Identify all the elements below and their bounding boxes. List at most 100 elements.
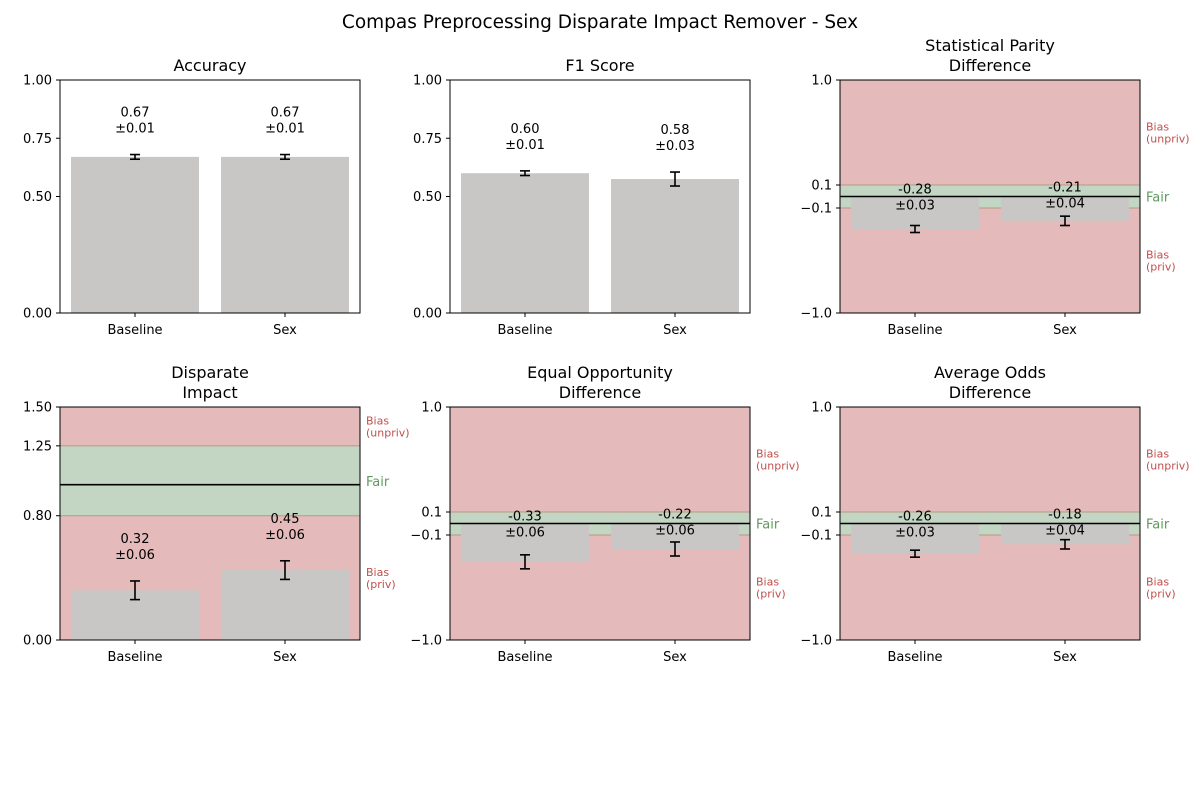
y-tick-label: 0.80	[23, 509, 52, 524]
error-bar	[130, 153, 140, 161]
error-bar	[280, 153, 290, 161]
error-bar	[910, 549, 920, 558]
y-tick-label: −1.0	[800, 307, 832, 322]
value-label: -0.33	[508, 510, 542, 525]
x-tick-label: Baseline	[107, 323, 162, 338]
bias-priv-label: (priv)	[1146, 261, 1176, 274]
bias-priv-label: Bias	[1146, 576, 1169, 589]
fair-region	[60, 445, 360, 516]
chart-average-odds: -0.26±0.03 -0.18±0.04 −1.0 −0.1 0.1 1.0 Baseli…	[800, 363, 1189, 665]
y-tick-label: 0.00	[23, 307, 52, 322]
bias-priv-label: (priv)	[756, 588, 786, 601]
bar-baseline	[851, 523, 979, 554]
error-label: ±0.06	[655, 524, 695, 539]
chart-equal-opportunity: -0.33±0.06-0.22±0.06−1.0−0.10.11.0Baseli…	[410, 363, 799, 665]
x-tick-label: Baseline	[107, 650, 162, 665]
bar-sex	[221, 156, 349, 313]
x-tick-label: Sex	[663, 650, 687, 665]
bias-priv-label: Bias	[756, 576, 779, 589]
value-label: 0.60	[511, 122, 540, 137]
error-label: ±0.04	[1045, 197, 1085, 212]
x-tick-label: Baseline	[497, 650, 552, 665]
x-tick-label: Sex	[1053, 323, 1077, 338]
bias-unpriv-label: Bias	[1146, 448, 1169, 461]
y-tick-label: 0.75	[413, 132, 442, 147]
bias-priv-label: Bias	[1146, 249, 1169, 262]
bias-unpriv-label: (unpriv)	[1146, 133, 1190, 146]
fair-label: Fair	[756, 518, 780, 533]
error-label: ±0.04	[1045, 524, 1085, 539]
y-tick-label: −0.1	[800, 529, 832, 544]
x-tick-label: Baseline	[497, 323, 552, 338]
y-tick-label: 1.25	[23, 439, 52, 454]
plot-frame	[839, 406, 1141, 641]
y-tick-label: 0.00	[23, 634, 52, 649]
panel-title: Disparate	[171, 363, 249, 382]
bias-unpriv-label: Bias	[366, 414, 389, 427]
y-tick-label: 1.0	[811, 74, 832, 89]
error-bar	[520, 554, 530, 570]
value-label: 0.32	[121, 532, 150, 547]
plot-frame	[449, 406, 751, 641]
x-tick-label: Baseline	[887, 650, 942, 665]
y-tick-label: −0.1	[410, 529, 442, 544]
plot-frame	[59, 406, 361, 641]
y-tick-label: 0.00	[413, 307, 442, 322]
chart-accuracy: 0.67±0.010.67±0.010.000.500.751.00Baseli…	[23, 56, 361, 338]
value-label: -0.28	[898, 183, 932, 198]
panel-title: Equal Opportunity	[527, 363, 673, 382]
error-bar	[1060, 538, 1070, 550]
chart-disparate-impact: 0.32±0.060.45±0.060.000.801.251.50Baseli…	[23, 363, 410, 665]
error-bar	[1060, 215, 1070, 227]
bias-priv-label: (priv)	[366, 578, 396, 591]
bias-unpriv-label: Bias	[1146, 121, 1169, 134]
y-tick-label: −1.0	[800, 634, 832, 649]
value-label: -0.26	[898, 510, 932, 525]
y-tick-label: 1.50	[23, 401, 52, 416]
y-tick-label: 0.1	[811, 506, 832, 521]
bias-unpriv-label: Bias	[756, 448, 779, 461]
bar-baseline	[71, 156, 199, 313]
error-bar	[670, 171, 680, 187]
x-tick-label: Sex	[1053, 650, 1077, 665]
bias-unpriv-region	[60, 407, 360, 446]
bias-unpriv-label: (unpriv)	[1146, 460, 1190, 473]
x-tick-label: Sex	[273, 650, 297, 665]
panel-title: Difference	[949, 56, 1031, 75]
y-tick-label: 0.1	[421, 506, 442, 521]
error-label: ±0.06	[505, 526, 545, 541]
x-tick-label: Sex	[273, 323, 297, 338]
bar-baseline	[461, 173, 589, 313]
y-tick-label: 0.50	[413, 190, 442, 205]
bias-unpriv-label: (unpriv)	[366, 426, 410, 439]
x-tick-label: Baseline	[887, 323, 942, 338]
error-label: ±0.06	[265, 528, 305, 543]
value-label: -0.22	[658, 508, 692, 523]
plot-frame	[839, 79, 1141, 314]
chart-statistical-parity: -0.28±0.03 -0.21±0.04 −1.0 −0.1 0.1 1.0 Baseli…	[800, 36, 1189, 338]
error-bar	[280, 559, 290, 581]
fair-label: Fair	[1146, 518, 1170, 533]
error-label: ±0.01	[505, 138, 545, 153]
error-bar	[910, 224, 920, 234]
panel-title: Difference	[949, 383, 1031, 402]
fair-label: Fair	[1146, 191, 1170, 206]
value-label: 0.45	[271, 512, 300, 527]
bias-unpriv-label: (unpriv)	[756, 460, 800, 473]
y-tick-label: 0.1	[811, 179, 832, 194]
y-tick-label: 1.0	[421, 401, 442, 416]
panel-title: Difference	[559, 383, 641, 402]
y-tick-label: 1.0	[811, 401, 832, 416]
error-label: ±0.03	[895, 199, 935, 214]
error-bar	[670, 541, 680, 557]
bias-priv-label: (priv)	[1146, 588, 1176, 601]
y-tick-label: −0.1	[800, 202, 832, 217]
value-label: -0.21	[1048, 181, 1082, 196]
bias-unpriv-region	[450, 407, 750, 512]
value-label: 0.67	[121, 106, 150, 121]
error-label: ±0.03	[895, 526, 935, 541]
x-tick-label: Sex	[663, 323, 687, 338]
error-label: ±0.06	[115, 548, 155, 563]
bar-baseline	[851, 196, 979, 229]
